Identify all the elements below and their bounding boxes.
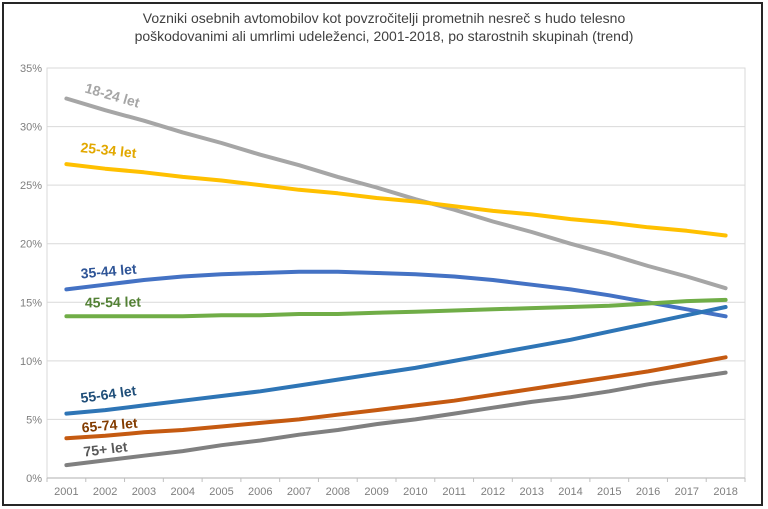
y-axis-tick-label: 25% bbox=[20, 180, 42, 192]
series-label-65-74-let: 65-74 let bbox=[81, 415, 139, 436]
x-axis-tick-label: 2004 bbox=[170, 486, 194, 498]
x-axis-tick-label: 2003 bbox=[132, 486, 156, 498]
trend-line-25-34-let bbox=[64, 162, 728, 238]
x-axis-tick-label: 2013 bbox=[519, 486, 543, 498]
series-label-45-54-let: 45-54 let bbox=[85, 294, 142, 311]
x-axis-tick-label: 2011 bbox=[442, 486, 466, 498]
series-label-35-44-let: 35-44 let bbox=[80, 261, 138, 282]
y-axis-tick-label: 0% bbox=[26, 473, 42, 485]
y-axis-tick-label: 20% bbox=[20, 239, 42, 251]
x-axis-tick-label: 2008 bbox=[326, 486, 350, 498]
trend-line-18-24-let bbox=[64, 96, 728, 291]
x-axis-tick-label: 2016 bbox=[636, 486, 660, 498]
trend-line-35-44-let bbox=[64, 269, 728, 319]
x-axis-tick-label: 2018 bbox=[713, 486, 737, 498]
x-axis-tick-label: 2002 bbox=[93, 486, 117, 498]
x-axis-tick-label: 2012 bbox=[481, 486, 505, 498]
y-axis-tick-label: 5% bbox=[26, 414, 42, 426]
x-axis-tick-label: 2001 bbox=[54, 486, 78, 498]
trend-line-75-let bbox=[64, 370, 728, 468]
series-label-25-34-let: 25-34 let bbox=[80, 139, 138, 161]
chart-title-line1: Vozniki osebnih avtomobilov kot povzroči… bbox=[142, 10, 626, 26]
series-label-55-64-let: 55-64 let bbox=[79, 382, 137, 406]
series-label-75-let: 75+ let bbox=[83, 438, 129, 459]
y-axis-tick-label: 30% bbox=[20, 122, 42, 134]
x-axis-tick-label: 2007 bbox=[287, 486, 311, 498]
y-axis-tick-label: 15% bbox=[20, 297, 42, 309]
chart-title: Vozniki osebnih avtomobilov kot povzroči… bbox=[84, 9, 684, 46]
x-axis-tick-label: 2009 bbox=[364, 486, 388, 498]
y-axis-tick-label: 35% bbox=[20, 63, 42, 75]
chart-title-line2: poškodovanimi ali umrlimi udeleženci, 20… bbox=[134, 28, 634, 45]
trend-line-45-54-let bbox=[64, 297, 728, 319]
x-axis-tick-label: 2015 bbox=[597, 486, 621, 498]
trend-line-55-64-let bbox=[64, 305, 728, 416]
x-axis-tick-label: 2005 bbox=[209, 486, 233, 498]
x-axis-tick-label: 2017 bbox=[675, 486, 699, 498]
trend-line-65-74-let bbox=[64, 355, 728, 441]
x-axis-tick-label: 2014 bbox=[558, 486, 582, 498]
x-axis-tick-label: 2006 bbox=[248, 486, 272, 498]
y-axis-tick-label: 10% bbox=[20, 356, 42, 368]
x-axis-tick-label: 2010 bbox=[403, 486, 427, 498]
